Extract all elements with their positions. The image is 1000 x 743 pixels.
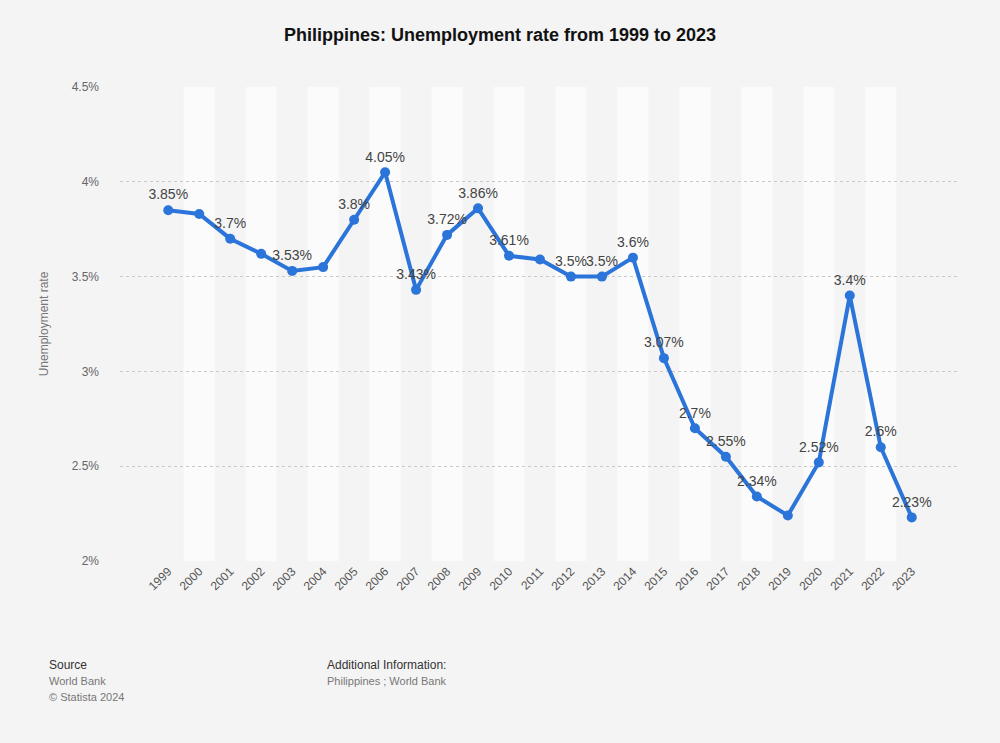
svg-text:3.6%: 3.6% (617, 234, 649, 250)
svg-text:2011: 2011 (518, 564, 546, 592)
svg-text:2014: 2014 (611, 564, 640, 593)
svg-text:3.86%: 3.86% (458, 185, 498, 201)
svg-text:2001: 2001 (208, 564, 237, 593)
svg-text:4.05%: 4.05% (365, 149, 405, 165)
svg-text:Additional Information:: Additional Information: (327, 658, 446, 672)
svg-text:3.7%: 3.7% (214, 215, 246, 231)
svg-text:2009: 2009 (456, 564, 485, 593)
svg-text:3%: 3% (82, 365, 100, 379)
svg-text:2005: 2005 (332, 564, 361, 593)
svg-text:2.23%: 2.23% (892, 494, 932, 510)
svg-text:2023: 2023 (889, 564, 918, 593)
svg-text:2015: 2015 (642, 564, 671, 593)
svg-text:3.8%: 3.8% (338, 196, 370, 212)
svg-text:3.85%: 3.85% (148, 186, 188, 202)
svg-text:3.4%: 3.4% (834, 272, 866, 288)
svg-text:3.53%: 3.53% (272, 247, 312, 263)
svg-text:Source: Source (49, 658, 87, 672)
svg-text:2022: 2022 (858, 564, 887, 593)
svg-text:3.61%: 3.61% (489, 232, 529, 248)
svg-text:2007: 2007 (394, 564, 423, 593)
svg-text:2008: 2008 (425, 564, 454, 593)
svg-text:4.5%: 4.5% (72, 80, 100, 94)
svg-text:2.34%: 2.34% (737, 473, 777, 489)
svg-text:2.55%: 2.55% (706, 433, 746, 449)
svg-text:Unemployment rate: Unemployment rate (37, 271, 51, 376)
svg-text:3.43%: 3.43% (396, 266, 436, 282)
svg-text:2.6%: 2.6% (865, 423, 897, 439)
svg-text:Philippines ; World Bank: Philippines ; World Bank (327, 675, 447, 687)
svg-text:2019: 2019 (765, 564, 794, 593)
svg-text:2.5%: 2.5% (72, 459, 100, 473)
svg-text:3.07%: 3.07% (644, 334, 684, 350)
svg-text:Philippines: Unemployment rate: Philippines: Unemployment rate from 1999… (284, 25, 716, 45)
svg-text:3.5%: 3.5% (72, 270, 100, 284)
svg-text:2003: 2003 (270, 564, 299, 593)
svg-text:2010: 2010 (487, 564, 516, 593)
svg-text:3.5%: 3.5% (555, 253, 587, 269)
svg-text:World Bank: World Bank (49, 675, 106, 687)
svg-text:2017: 2017 (703, 564, 732, 593)
svg-text:2018: 2018 (734, 564, 763, 593)
svg-text:2006: 2006 (363, 564, 392, 593)
svg-text:2002: 2002 (239, 564, 268, 593)
svg-text:2012: 2012 (549, 564, 578, 593)
svg-text:© Statista 2024: © Statista 2024 (49, 691, 124, 703)
svg-text:2.7%: 2.7% (679, 405, 711, 421)
svg-text:2000: 2000 (177, 564, 206, 593)
svg-text:2016: 2016 (672, 564, 701, 593)
svg-text:3.5%: 3.5% (586, 253, 618, 269)
svg-text:2%: 2% (82, 554, 100, 568)
svg-text:2020: 2020 (796, 564, 825, 593)
svg-text:2013: 2013 (580, 564, 609, 593)
svg-text:2021: 2021 (827, 564, 856, 593)
svg-text:2.52%: 2.52% (799, 439, 839, 455)
svg-text:2004: 2004 (301, 564, 330, 593)
svg-text:4%: 4% (82, 175, 100, 189)
svg-text:3.72%: 3.72% (427, 211, 467, 227)
svg-text:1999: 1999 (146, 564, 175, 593)
